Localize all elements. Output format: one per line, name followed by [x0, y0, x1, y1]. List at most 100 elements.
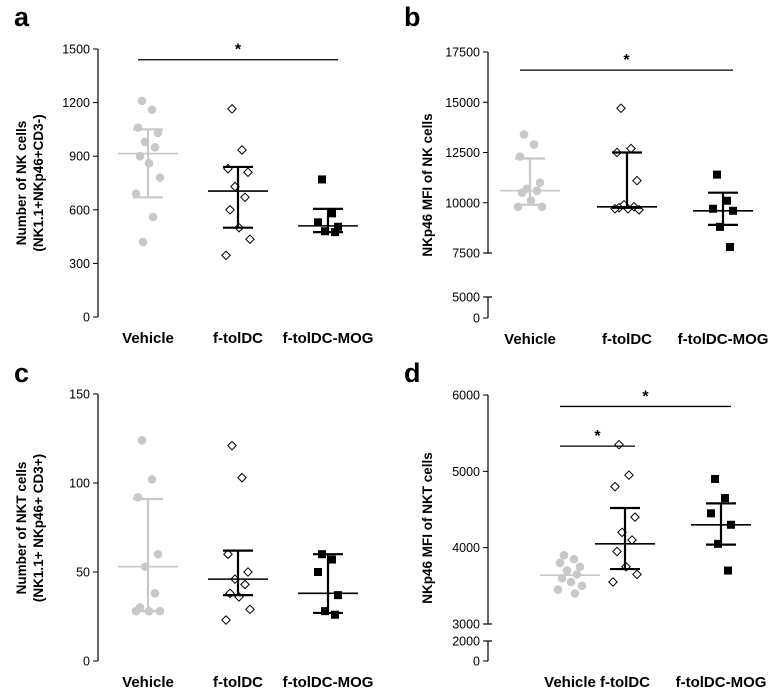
panel-b: b NKp46 MFI of NK cells 0 5000 7500 10000 1250…	[404, 2, 768, 348]
x-category-label: f-tolDC	[602, 331, 652, 348]
x-category-label: Vehicle	[504, 331, 556, 348]
data-point	[137, 435, 147, 445]
data-point	[148, 212, 158, 222]
data-point	[153, 128, 163, 138]
y-axis-title-line: Number of NKT cells	[14, 462, 29, 595]
data-point	[314, 568, 322, 576]
series-f-toldc	[595, 439, 655, 587]
series-vehicle	[500, 130, 560, 212]
data-point	[223, 163, 233, 174]
data-point	[632, 175, 642, 186]
y-tick-label: 50	[76, 566, 90, 580]
data-point	[529, 140, 539, 149]
data-point	[221, 615, 231, 625]
y-tick-label: 0	[473, 312, 480, 326]
data-point	[243, 567, 253, 577]
data-point	[559, 551, 569, 560]
y-tick-label: 600	[69, 203, 90, 217]
data-point	[137, 96, 147, 106]
y-tick-label: 300	[69, 257, 90, 271]
data-point	[240, 192, 250, 203]
data-point	[155, 173, 165, 182]
series-vehicle	[118, 96, 178, 247]
data-point	[245, 234, 255, 245]
data-point	[147, 105, 157, 115]
x-category-label: f-tolDC-MOG	[678, 331, 769, 348]
y-tick-label: 900	[69, 150, 90, 164]
data-point	[555, 558, 565, 568]
series-f-toldc	[208, 440, 268, 625]
significance-star: *	[642, 388, 649, 405]
x-category-label: Vehicle	[122, 330, 174, 347]
data-point	[570, 589, 580, 598]
panel-a: a Number of NK cells (NK1.1+NKp46+CD3-) 0 30…	[14, 2, 373, 347]
data-point	[726, 242, 734, 251]
panel-c: c Number of NKT cells (NK1.1+ NKp46+ CD3+)…	[14, 358, 373, 690]
y-axis-title: Number of NKT cells (NK1.1+ NKp46+ CD3+)	[14, 454, 46, 602]
data-point	[517, 188, 527, 197]
x-category-label: Vehicle	[122, 674, 174, 690]
y-tick-label: 100	[69, 477, 90, 491]
data-point	[562, 566, 572, 575]
panel-letter: a	[14, 2, 30, 32]
y-tick-label: 6000	[452, 389, 480, 403]
data-point	[577, 581, 587, 591]
data-point	[318, 175, 326, 184]
x-category-label: f-tolDC-MOG	[283, 330, 374, 347]
data-point	[713, 170, 721, 179]
data-point	[245, 604, 255, 615]
data-point	[243, 167, 253, 178]
data-point	[632, 569, 642, 580]
data-point	[519, 130, 529, 139]
y-axis-title-line: Number of NK cells	[14, 121, 29, 246]
data-point	[612, 546, 622, 557]
series-vehicle	[118, 435, 178, 616]
data-point	[557, 573, 567, 583]
significance-star: *	[594, 428, 601, 445]
data-point	[627, 535, 637, 545]
y-tick-label: 0	[83, 655, 90, 669]
y-axis-title-line: (NK1.1+ NKp46+ CD3+)	[31, 454, 46, 602]
data-point	[225, 588, 235, 599]
y-tick-label: 10000	[445, 196, 480, 210]
panel-letter: d	[404, 358, 421, 388]
panel-letter: c	[14, 358, 29, 388]
data-point	[535, 178, 545, 187]
y-tick-label: 1200	[62, 96, 90, 110]
data-point	[153, 549, 163, 559]
data-point	[610, 481, 620, 492]
series-f-toldc	[208, 103, 268, 261]
y-tick-label: 12500	[445, 146, 480, 160]
data-point	[223, 549, 233, 560]
x-category-label: f-tolDC	[213, 674, 263, 690]
data-point	[138, 237, 148, 247]
y-tick-label: 7500	[452, 247, 480, 261]
series-f-toldc-mog	[298, 175, 358, 237]
data-point	[569, 554, 579, 564]
data-point	[150, 142, 160, 152]
data-point	[221, 250, 231, 261]
data-point	[227, 103, 237, 114]
data-point	[225, 204, 235, 215]
y-axis-title: NKp46 MFI of NK cells	[420, 113, 435, 256]
y-tick-label: 17500	[445, 46, 480, 60]
y-tick-label: 150	[69, 388, 90, 402]
x-category-label: f-tolDC-MOG	[283, 674, 374, 690]
data-point	[150, 589, 160, 598]
data-point	[724, 566, 732, 575]
y-axis-title-line: (NK1.1+NKp46+CD3-)	[31, 114, 46, 251]
y-tick-label: 5000	[452, 291, 480, 305]
series-f-toldc-mog	[298, 550, 358, 619]
x-category-label: f-tolDC	[600, 674, 650, 690]
data-point	[334, 591, 342, 600]
data-point	[331, 610, 339, 619]
data-point	[566, 577, 576, 587]
data-point	[707, 509, 715, 518]
data-point	[709, 204, 717, 213]
y-tick-label: 0	[83, 311, 90, 325]
y-axis-title-line: NKp46 MFI of NK cells	[420, 113, 435, 256]
series-vehicle	[540, 551, 600, 598]
y-axis-title: Number of NK cells (NK1.1+NKp46+CD3-)	[14, 114, 46, 251]
data-point	[328, 209, 336, 218]
y-axis-title: NKp46 MFI of NKT cells	[420, 452, 435, 604]
